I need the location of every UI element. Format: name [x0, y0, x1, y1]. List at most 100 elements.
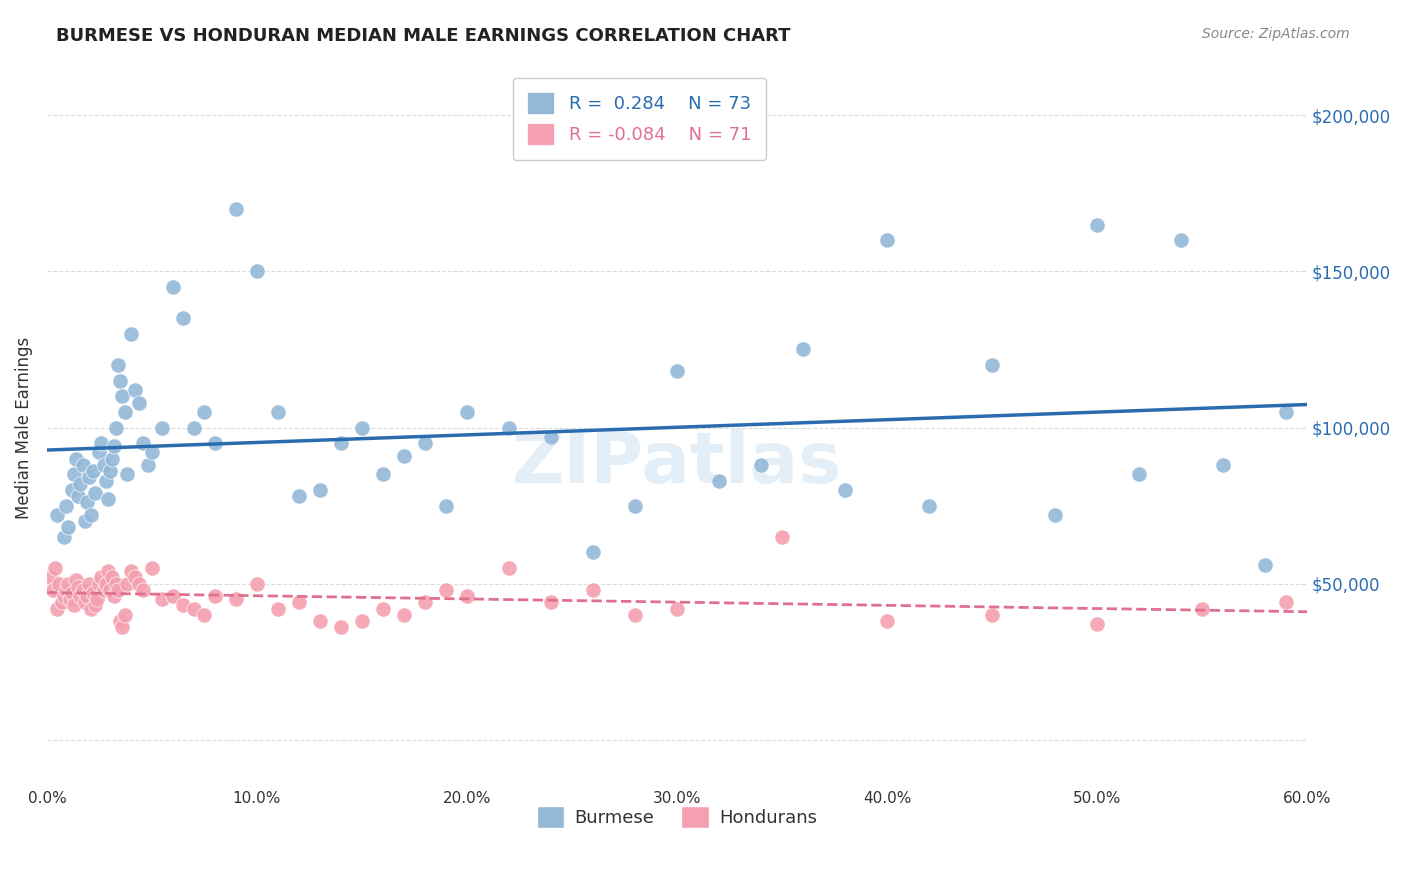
Point	[1085, 617, 1108, 632]
Point	[77, 576, 100, 591]
Point	[103, 439, 125, 453]
Point	[204, 589, 226, 603]
Point	[288, 489, 311, 503]
Point	[582, 582, 605, 597]
Point	[51, 595, 73, 609]
Point	[56, 576, 79, 591]
Y-axis label: Median Male Earnings: Median Male Earnings	[15, 336, 32, 518]
Point	[82, 464, 104, 478]
Point	[69, 589, 91, 603]
Point	[225, 592, 247, 607]
Point	[434, 582, 457, 597]
Point	[76, 589, 98, 603]
Point	[55, 499, 77, 513]
Point	[46, 508, 69, 522]
Point	[1191, 601, 1213, 615]
Point	[128, 576, 150, 591]
Point	[90, 436, 112, 450]
Point	[67, 489, 90, 503]
Point	[309, 483, 332, 497]
Point	[876, 233, 898, 247]
Point	[105, 420, 128, 434]
Point	[107, 358, 129, 372]
Point	[770, 530, 793, 544]
Point	[65, 574, 87, 588]
Point	[42, 582, 65, 597]
Point	[80, 601, 103, 615]
Point	[115, 576, 138, 591]
Point	[350, 420, 373, 434]
Point	[120, 564, 142, 578]
Point	[107, 582, 129, 597]
Point	[981, 358, 1004, 372]
Point	[1170, 233, 1192, 247]
Point	[1254, 558, 1277, 572]
Point	[624, 607, 647, 622]
Point	[834, 483, 856, 497]
Point	[162, 280, 184, 294]
Point	[48, 576, 70, 591]
Point	[93, 582, 115, 597]
Point	[98, 464, 121, 478]
Point	[172, 599, 194, 613]
Point	[582, 545, 605, 559]
Point	[60, 586, 83, 600]
Point	[329, 436, 352, 450]
Point	[267, 405, 290, 419]
Point	[434, 499, 457, 513]
Point	[456, 589, 478, 603]
Point	[128, 395, 150, 409]
Point	[73, 595, 96, 609]
Point	[392, 607, 415, 622]
Point	[94, 474, 117, 488]
Legend: Burmese, Hondurans: Burmese, Hondurans	[529, 798, 824, 835]
Point	[89, 445, 111, 459]
Point	[141, 445, 163, 459]
Point	[55, 582, 77, 597]
Point	[152, 420, 174, 434]
Point	[141, 561, 163, 575]
Text: BURMESE VS HONDURAN MEDIAN MALE EARNINGS CORRELATION CHART: BURMESE VS HONDURAN MEDIAN MALE EARNINGS…	[56, 27, 790, 45]
Point	[665, 601, 688, 615]
Point	[105, 576, 128, 591]
Point	[76, 495, 98, 509]
Point	[65, 451, 87, 466]
Point	[69, 476, 91, 491]
Point	[392, 449, 415, 463]
Point	[540, 595, 562, 609]
Point	[172, 311, 194, 326]
Point	[84, 486, 107, 500]
Point	[876, 614, 898, 628]
Point	[60, 483, 83, 497]
Point	[67, 580, 90, 594]
Text: Source: ZipAtlas.com: Source: ZipAtlas.com	[1202, 27, 1350, 41]
Point	[267, 601, 290, 615]
Point	[204, 436, 226, 450]
Point	[111, 389, 134, 403]
Point	[114, 607, 136, 622]
Point	[80, 508, 103, 522]
Point	[110, 374, 132, 388]
Point	[94, 576, 117, 591]
Point	[1275, 405, 1298, 419]
Text: ZIPatlas: ZIPatlas	[512, 429, 842, 498]
Point	[97, 564, 120, 578]
Point	[1043, 508, 1066, 522]
Point	[413, 436, 436, 450]
Point	[124, 570, 146, 584]
Point	[98, 582, 121, 597]
Point	[152, 592, 174, 607]
Point	[93, 458, 115, 472]
Point	[183, 420, 205, 434]
Point	[86, 592, 108, 607]
Point	[39, 570, 62, 584]
Point	[350, 614, 373, 628]
Point	[77, 470, 100, 484]
Point	[73, 514, 96, 528]
Point	[498, 561, 520, 575]
Point	[56, 520, 79, 534]
Point	[371, 467, 394, 482]
Point	[288, 595, 311, 609]
Point	[918, 499, 941, 513]
Point	[371, 601, 394, 615]
